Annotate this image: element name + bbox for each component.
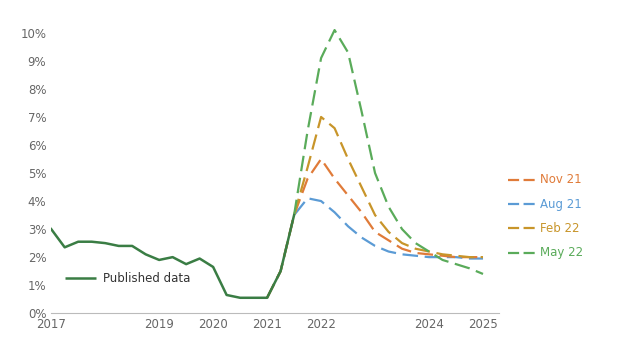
Text: Aug 21: Aug 21: [540, 198, 581, 211]
Text: Published data: Published data: [103, 272, 190, 285]
Text: Nov 21: Nov 21: [540, 174, 581, 187]
Text: May 22: May 22: [540, 246, 582, 259]
Text: Feb 22: Feb 22: [540, 222, 579, 235]
